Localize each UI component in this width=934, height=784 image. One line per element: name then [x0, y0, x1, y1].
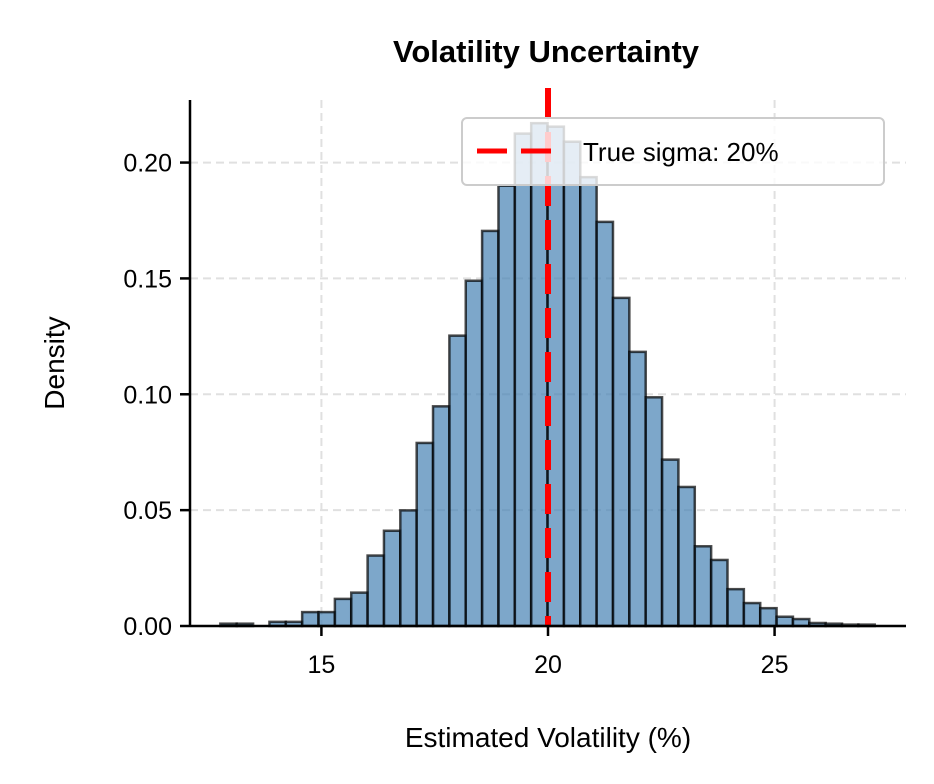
x-tick-label: 20 [534, 651, 562, 679]
histogram-bar [611, 296, 631, 628]
histogram-bar [677, 485, 697, 628]
histogram-bar [775, 615, 795, 628]
histogram-bar [595, 220, 615, 628]
x-tick-label: 25 [761, 651, 789, 679]
histogram-bar [333, 597, 353, 628]
histogram-bar [562, 140, 582, 628]
histogram-bar [628, 350, 647, 628]
histogram-bar [497, 184, 517, 628]
ticks: 15 20 25 0.00 0.05 0.10 0.15 0.20 [123, 150, 788, 679]
histogram-bar [693, 545, 713, 628]
histogram-bar [431, 405, 451, 628]
y-tick-label: 0.00 [123, 613, 172, 641]
chart-title: Volatility Uncertainty [393, 34, 700, 69]
histogram-bar [349, 591, 369, 628]
y-tick-label: 0.20 [123, 150, 172, 178]
y-axis-label: Density [39, 316, 70, 409]
histogram-bar [399, 509, 418, 628]
x-axis-label: Estimated Volatility (%) [405, 722, 691, 753]
histogram-bar [513, 132, 533, 628]
y-tick-label: 0.05 [123, 497, 172, 525]
histogram-bar [366, 554, 386, 628]
y-tick-label: 0.15 [123, 265, 172, 293]
histogram-bar [415, 441, 435, 628]
histogram-bar [660, 458, 680, 628]
histogram-bar [464, 279, 484, 628]
histogram-bar [317, 610, 337, 628]
histogram-bar [742, 601, 762, 628]
histogram-bar [448, 334, 468, 628]
histogram-bar [709, 558, 729, 628]
legend: True sigma: 20% [461, 117, 885, 186]
histogram-bar [758, 606, 778, 628]
histogram-bar [726, 587, 746, 628]
legend-label: True sigma: 20% [583, 137, 779, 167]
histogram-bar [382, 529, 402, 628]
histogram-bar [480, 229, 500, 628]
x-tick-label: 15 [308, 651, 336, 679]
y-tick-label: 0.10 [123, 381, 172, 409]
histogram-bar [644, 396, 664, 628]
legend-box [461, 117, 885, 186]
histogram-bar [300, 610, 320, 628]
histogram-bar [579, 175, 598, 628]
